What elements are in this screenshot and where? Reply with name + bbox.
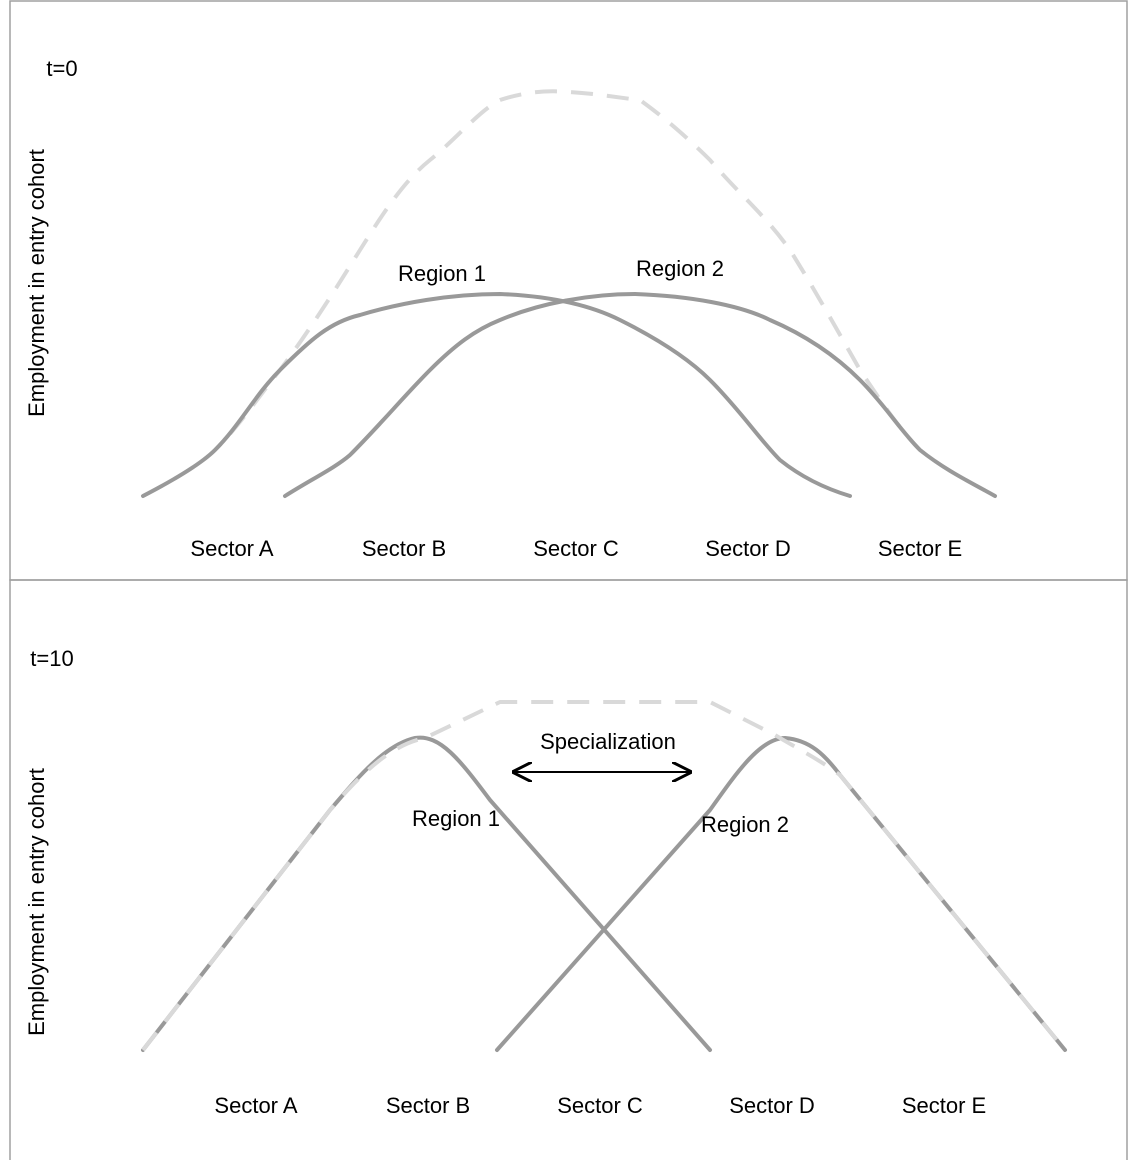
time-label: t=0 — [46, 56, 77, 81]
panel-frame — [9, 579, 1128, 1160]
region-label: Region 2 — [701, 812, 789, 837]
sector-label: Sector D — [705, 536, 791, 561]
region-2-curve — [495, 736, 1067, 1052]
sector-label: Sector C — [533, 536, 619, 561]
region-1-curve — [141, 292, 852, 498]
sector-label: Sector B — [386, 1093, 470, 1118]
sector-label: Sector A — [190, 536, 273, 561]
panel-frame — [9, 0, 1128, 581]
region-2-curve — [283, 292, 997, 498]
region-label: Region 2 — [636, 256, 724, 281]
y-axis-label: Employment in entry cohort — [24, 768, 49, 1036]
total-curve — [142, 89, 996, 498]
sector-label: Sector C — [557, 1093, 643, 1118]
sector-label: Sector E — [878, 536, 962, 561]
total-curve — [141, 700, 1067, 1052]
sector-label: Sector E — [902, 1093, 986, 1118]
annotation: Specialization — [540, 729, 676, 754]
time-label: t=10 — [30, 646, 73, 671]
region-label: Region 1 — [398, 261, 486, 286]
sector-label: Sector D — [729, 1093, 815, 1118]
region-label: Region 1 — [412, 806, 500, 831]
region-1-curve — [141, 735, 712, 1052]
y-axis-label: Employment in entry cohort — [24, 149, 49, 417]
sector-label: Sector B — [362, 536, 446, 561]
sector-label: Sector A — [214, 1093, 297, 1118]
